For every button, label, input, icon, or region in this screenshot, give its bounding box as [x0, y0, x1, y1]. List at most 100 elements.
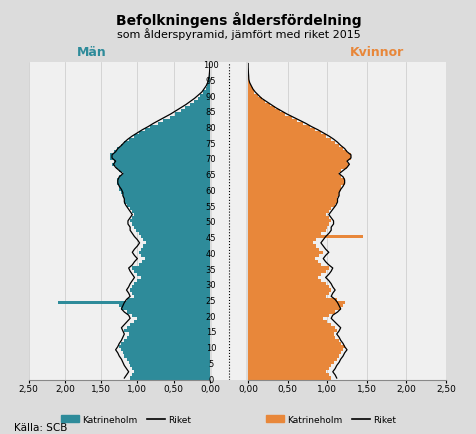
Bar	[126, 298, 209, 301]
Bar	[207, 82, 209, 85]
Bar	[248, 132, 320, 135]
Bar	[131, 223, 209, 226]
Bar	[248, 135, 325, 138]
Bar	[137, 279, 209, 283]
Bar	[248, 182, 344, 185]
Bar	[248, 101, 265, 104]
Bar	[248, 298, 336, 301]
Bar	[248, 352, 341, 355]
Bar	[194, 101, 209, 104]
Bar	[248, 339, 338, 342]
Bar	[248, 311, 335, 314]
Bar	[124, 339, 209, 342]
Bar	[248, 88, 252, 91]
Bar	[131, 367, 209, 370]
Bar	[121, 342, 209, 345]
Bar	[119, 305, 209, 308]
Bar	[119, 345, 209, 349]
Text: som ålderspyramid, jämfört med riket 2015: som ålderspyramid, jämfört med riket 201…	[116, 28, 360, 40]
Bar	[208, 79, 209, 82]
Bar	[162, 119, 209, 122]
Bar	[130, 207, 209, 210]
Bar	[248, 273, 320, 276]
Bar	[189, 104, 209, 107]
Bar	[197, 98, 209, 101]
Bar	[248, 198, 336, 201]
Bar	[248, 323, 330, 326]
Bar	[114, 160, 209, 163]
Bar	[126, 311, 209, 314]
Bar	[121, 191, 209, 195]
Bar	[130, 364, 209, 367]
Bar	[248, 207, 330, 210]
Bar	[109, 154, 209, 157]
Bar	[248, 129, 315, 132]
Bar	[248, 317, 323, 320]
Bar	[119, 170, 209, 173]
Bar	[248, 248, 318, 251]
Bar	[248, 148, 342, 151]
Text: Befolkningens åldersfördelning: Befolkningens åldersfördelning	[116, 12, 360, 28]
Bar	[248, 260, 317, 264]
Bar	[248, 217, 328, 220]
Bar	[248, 94, 257, 98]
Bar	[248, 145, 338, 148]
Bar	[248, 283, 325, 286]
Bar	[119, 188, 209, 191]
Bar	[248, 374, 328, 377]
Bar	[248, 286, 328, 289]
Bar	[248, 160, 347, 163]
Bar	[248, 229, 325, 232]
Bar	[130, 377, 209, 380]
Bar	[248, 251, 323, 254]
Bar	[131, 217, 209, 220]
Bar	[141, 254, 209, 257]
Bar	[248, 104, 269, 107]
Bar	[126, 204, 209, 207]
Bar	[248, 342, 341, 345]
Bar	[142, 260, 209, 264]
Bar	[248, 245, 316, 248]
Bar	[248, 364, 330, 367]
Bar	[248, 264, 320, 267]
Bar	[123, 195, 209, 198]
Bar	[248, 122, 303, 126]
Bar	[141, 276, 209, 279]
Bar	[131, 374, 209, 377]
Text: Män: Män	[77, 46, 107, 59]
Bar	[248, 185, 341, 188]
Bar	[139, 232, 209, 236]
Bar	[169, 116, 209, 119]
Bar	[248, 141, 335, 145]
Bar	[139, 264, 209, 267]
Text: Kvinnor: Kvinnor	[349, 46, 403, 59]
Bar	[207, 85, 209, 88]
Bar	[248, 236, 362, 239]
Bar	[143, 245, 209, 248]
Text: Källa: SCB: Källa: SCB	[14, 422, 68, 432]
Bar	[248, 116, 291, 119]
Bar	[131, 314, 209, 317]
Bar	[248, 333, 333, 336]
Bar	[126, 358, 209, 361]
Bar	[133, 270, 209, 273]
Bar	[133, 320, 209, 323]
Bar	[130, 220, 209, 223]
Bar	[150, 126, 209, 129]
Bar	[248, 85, 251, 88]
Bar	[248, 305, 342, 308]
Bar	[133, 135, 209, 138]
Bar	[248, 138, 330, 141]
Bar	[123, 173, 209, 176]
Bar	[203, 91, 209, 94]
Bar	[117, 179, 209, 182]
Bar	[248, 292, 328, 295]
Legend: Katrineholm, Riket: Katrineholm, Riket	[57, 411, 194, 427]
Bar	[131, 210, 209, 214]
Bar	[248, 163, 348, 167]
Bar	[248, 113, 285, 116]
Bar	[124, 329, 209, 333]
Bar	[248, 320, 327, 323]
Bar	[248, 107, 274, 110]
Bar	[180, 110, 209, 113]
